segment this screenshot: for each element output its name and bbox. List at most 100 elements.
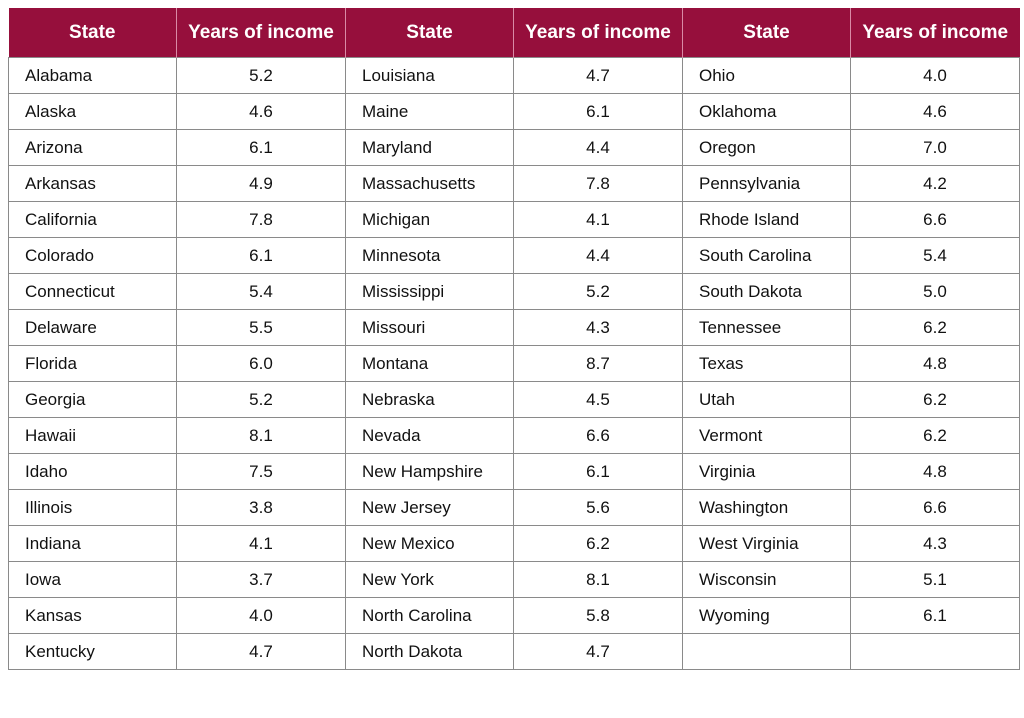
state-cell: Nevada xyxy=(345,417,514,454)
years-of-income-cell: 4.9 xyxy=(176,165,346,202)
table-row: Georgia 5.2 Nebraska 4.5 Utah 6.2 xyxy=(8,381,1020,418)
state-cell: Oregon xyxy=(682,129,851,166)
years-of-income-cell: 5.2 xyxy=(513,273,683,310)
years-of-income-cell: 7.5 xyxy=(176,453,346,490)
table-body: Alabama 5.2 Louisiana 4.7 Ohio 4.0 Alaska 4.6 Ma… xyxy=(8,57,1020,670)
years-of-income-cell: 3.8 xyxy=(176,489,346,526)
table-row: Iowa 3.7 New York 8.1 Wisconsin 5.1 xyxy=(8,561,1020,598)
state-cell: Missouri xyxy=(345,309,514,346)
state-cell: New York xyxy=(345,561,514,598)
state-cell: Kentucky xyxy=(8,633,177,670)
years-of-income-cell: 6.1 xyxy=(513,93,683,130)
state-cell: Maine xyxy=(345,93,514,130)
years-of-income-cell: 6.1 xyxy=(850,597,1020,634)
state-cell: Michigan xyxy=(345,201,514,238)
years-of-income-cell: 5.4 xyxy=(850,237,1020,274)
state-cell: Ohio xyxy=(682,57,851,94)
table-row: Alabama 5.2 Louisiana 4.7 Ohio 4.0 xyxy=(8,57,1020,94)
state-cell: Florida xyxy=(8,345,177,382)
table-row: Hawaii 8.1 Nevada 6.6 Vermont 6.2 xyxy=(8,417,1020,454)
years-of-income-cell: 4.0 xyxy=(850,57,1020,94)
years-of-income-cell: 5.2 xyxy=(176,381,346,418)
state-cell: Alabama xyxy=(8,57,177,94)
years-of-income-cell: 6.1 xyxy=(176,129,346,166)
header-state: State xyxy=(8,8,177,58)
state-cell: Wisconsin xyxy=(682,561,851,598)
years-of-income-cell: 4.3 xyxy=(513,309,683,346)
state-cell xyxy=(682,633,851,670)
years-of-income-cell: 6.2 xyxy=(513,525,683,562)
header-years-of-income: Years of income xyxy=(513,8,683,58)
state-cell: South Carolina xyxy=(682,237,851,274)
state-cell: Iowa xyxy=(8,561,177,598)
years-of-income-cell: 4.7 xyxy=(176,633,346,670)
table-header: State Years of income State Years of inc… xyxy=(8,8,1020,58)
header-state: State xyxy=(682,8,851,58)
table-row: Illinois 3.8 New Jersey 5.6 Washington 6.6 xyxy=(8,489,1020,526)
years-of-income-cell: 3.7 xyxy=(176,561,346,598)
state-cell: Arkansas xyxy=(8,165,177,202)
years-of-income-cell: 6.6 xyxy=(850,201,1020,238)
table-row: Kentucky 4.7 North Dakota 4.7 xyxy=(8,633,1020,670)
state-cell: New Hampshire xyxy=(345,453,514,490)
state-cell: Alaska xyxy=(8,93,177,130)
table-row: Florida 6.0 Montana 8.7 Texas 4.8 xyxy=(8,345,1020,382)
years-of-income-cell: 4.1 xyxy=(513,201,683,238)
state-cell: North Dakota xyxy=(345,633,514,670)
table-row: Idaho 7.5 New Hampshire 6.1 Virginia 4.8 xyxy=(8,453,1020,490)
years-of-income-cell: 6.2 xyxy=(850,309,1020,346)
years-of-income-cell: 8.1 xyxy=(513,561,683,598)
years-of-income-cell: 6.1 xyxy=(176,237,346,274)
table-row: Delaware 5.5 Missouri 4.3 Tennessee 6.2 xyxy=(8,309,1020,346)
table-row: Alaska 4.6 Maine 6.1 Oklahoma 4.6 xyxy=(8,93,1020,130)
state-cell: Maryland xyxy=(345,129,514,166)
state-cell: Montana xyxy=(345,345,514,382)
years-of-income-cell: 4.6 xyxy=(176,93,346,130)
years-of-income-cell: 5.2 xyxy=(176,57,346,94)
years-of-income-cell: 6.6 xyxy=(513,417,683,454)
state-cell: Rhode Island xyxy=(682,201,851,238)
years-of-income-cell: 4.2 xyxy=(850,165,1020,202)
state-cell: Hawaii xyxy=(8,417,177,454)
years-of-income-cell: 6.0 xyxy=(176,345,346,382)
years-of-income-cell: 4.4 xyxy=(513,129,683,166)
state-cell: Indiana xyxy=(8,525,177,562)
table-row: Arizona 6.1 Maryland 4.4 Oregon 7.0 xyxy=(8,129,1020,166)
state-cell: Utah xyxy=(682,381,851,418)
years-of-income-cell: 6.2 xyxy=(850,381,1020,418)
state-cell: Nebraska xyxy=(345,381,514,418)
years-of-income-cell: 5.8 xyxy=(513,597,683,634)
years-of-income-cell: 4.8 xyxy=(850,453,1020,490)
state-cell: Mississippi xyxy=(345,273,514,310)
years-of-income-cell: 6.6 xyxy=(850,489,1020,526)
table-row: Arkansas 4.9 Massachusetts 7.8 Pennsylvania 4… xyxy=(8,165,1020,202)
state-cell: Arizona xyxy=(8,129,177,166)
table-row: California 7.8 Michigan 4.1 Rhode Island 6.6 xyxy=(8,201,1020,238)
state-cell: Idaho xyxy=(8,453,177,490)
years-of-income-cell: 6.2 xyxy=(850,417,1020,454)
header-years-of-income: Years of income xyxy=(176,8,346,58)
years-of-income-cell: 5.4 xyxy=(176,273,346,310)
state-cell: Minnesota xyxy=(345,237,514,274)
years-of-income-cell: 4.6 xyxy=(850,93,1020,130)
state-cell: Texas xyxy=(682,345,851,382)
years-of-income-cell: 4.8 xyxy=(850,345,1020,382)
state-cell: Massachusetts xyxy=(345,165,514,202)
years-of-income-cell: 8.7 xyxy=(513,345,683,382)
state-cell: Wyoming xyxy=(682,597,851,634)
years-of-income-cell: 5.6 xyxy=(513,489,683,526)
years-of-income-cell: 4.0 xyxy=(176,597,346,634)
years-of-income-cell: 7.0 xyxy=(850,129,1020,166)
state-cell: West Virginia xyxy=(682,525,851,562)
state-cell: Vermont xyxy=(682,417,851,454)
years-of-income-cell: 4.7 xyxy=(513,57,683,94)
years-of-income-cell: 5.5 xyxy=(176,309,346,346)
state-cell: Delaware xyxy=(8,309,177,346)
years-of-income-cell: 4.1 xyxy=(176,525,346,562)
state-cell: Pennsylvania xyxy=(682,165,851,202)
years-of-income-table: State Years of income State Years of inc… xyxy=(8,8,1020,670)
years-of-income-cell: 4.3 xyxy=(850,525,1020,562)
state-cell: New Jersey xyxy=(345,489,514,526)
state-cell: Colorado xyxy=(8,237,177,274)
state-cell: South Dakota xyxy=(682,273,851,310)
